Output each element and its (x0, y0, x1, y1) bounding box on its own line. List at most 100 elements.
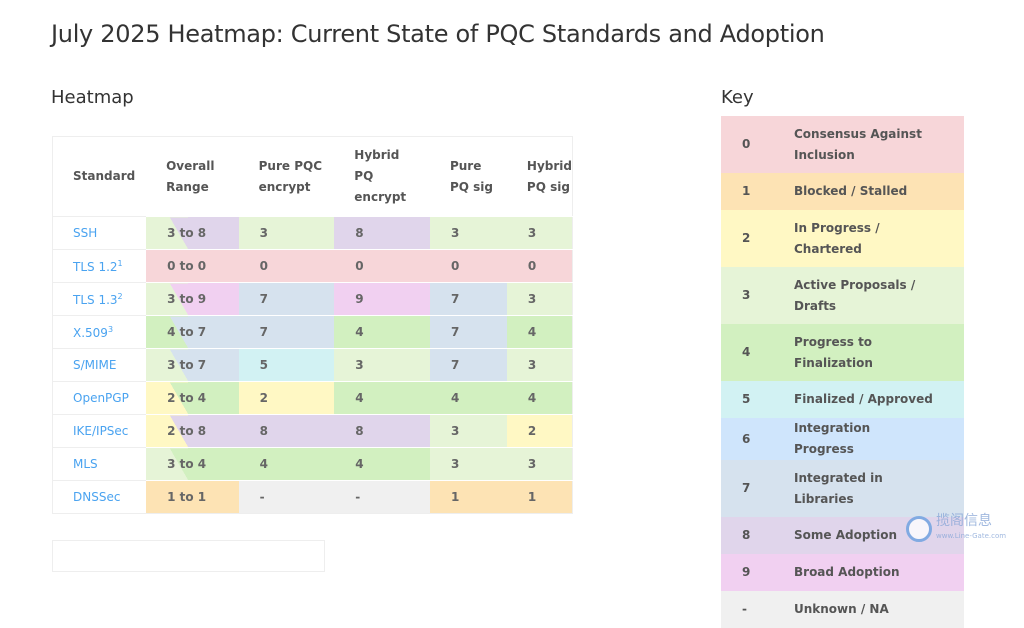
pure-pq-sig-cell: 3 (429, 414, 507, 448)
pure-pqc-encrypt-cell: 2 (238, 381, 335, 415)
standard-link[interactable]: DNSSec (52, 480, 147, 514)
hybrid-pq-sig-cell: 3 (506, 348, 573, 382)
footnotes-box (52, 540, 325, 572)
hybrid-pq-sig-cell: 0 (506, 249, 573, 283)
hybrid-pq-encrypt-cell: 9 (334, 282, 430, 316)
watermark-url: www.Line-Gate.com (936, 532, 1007, 540)
key-level: 4 (742, 345, 751, 359)
standard-name[interactable]: TLS 1.2 (73, 259, 118, 274)
key-level: 2 (742, 231, 751, 245)
hybrid-pq-sig-cell: 2 (506, 414, 573, 448)
key-level: 1 (742, 184, 751, 198)
pure-pqc-encrypt-cell: 4 (238, 447, 335, 481)
standard-link[interactable]: SSH (52, 216, 147, 250)
key-level: 3 (742, 288, 751, 302)
key-row: 5 Finalized / Approved (721, 381, 964, 418)
key-label: Unknown / NA (794, 602, 889, 616)
hybrid-pq-sig-cell: 3 (506, 216, 573, 250)
key-level: 5 (742, 392, 751, 406)
hybrid-pq-sig-cell: 3 (506, 447, 573, 481)
key-level: 7 (742, 481, 751, 495)
key-label: Consensus Against Inclusion (794, 126, 922, 162)
footnote-ref[interactable]: 2 (117, 291, 123, 301)
key-row: 9 Broad Adoption (721, 554, 964, 591)
key-level: 0 (742, 137, 751, 151)
pure-pqc-encrypt-cell: 5 (238, 348, 335, 382)
hybrid-pq-encrypt-cell: 8 (334, 414, 430, 448)
hybrid-pq-encrypt-cell: 4 (334, 447, 430, 481)
key-table: 0 Consensus Against Inclusion 1 Blocked / S… (721, 116, 964, 628)
overall-range-cell: 2 to 8 (146, 414, 239, 448)
footnote-ref[interactable]: 1 (117, 258, 123, 268)
overall-range-cell: 1 to 1 (146, 480, 239, 514)
watermark-name: 揽阁信息 (936, 513, 992, 529)
header-standard: Standard (73, 169, 136, 183)
heatmap-title: Heatmap (51, 87, 134, 108)
hybrid-pq-encrypt-cell: 0 (334, 249, 430, 283)
overall-range-cell: 3 to 9 (146, 282, 239, 316)
standard-link[interactable]: S/MIME (52, 348, 147, 382)
standard-name[interactable]: SSH (73, 226, 98, 240)
standard-name[interactable]: DNSSec (73, 490, 121, 504)
key-row: 1 Blocked / Stalled (721, 173, 964, 210)
standard-name[interactable]: TLS 1.3 (73, 292, 118, 307)
pure-pqc-encrypt-cell: 8 (238, 414, 335, 448)
key-row: 4 Progress to Finalization (721, 324, 964, 381)
header-row: Standard Overall Range Pure PQC encrypt … (53, 137, 573, 217)
standard-name[interactable]: MLS (73, 457, 98, 471)
standard-name[interactable]: S/MIME (73, 358, 117, 372)
standard-link[interactable]: MLS (52, 447, 147, 481)
hybrid-pq-encrypt-cell: 4 (334, 381, 430, 415)
pure-pq-sig-cell: 7 (429, 315, 507, 349)
standard-name[interactable]: X.509 (73, 325, 108, 340)
heatmap-table: Standard Overall Range Pure PQC encrypt … (52, 136, 573, 514)
hybrid-pq-encrypt-cell: 4 (334, 315, 430, 349)
hybrid-pq-sig-cell: 3 (506, 282, 573, 316)
key-label: Integrated in Libraries (794, 470, 883, 506)
overall-range-cell: 0 to 0 (146, 249, 239, 283)
hybrid-pq-sig-cell: 4 (506, 381, 573, 415)
pure-pq-sig-cell: 3 (429, 216, 507, 250)
hybrid-pq-encrypt-cell: 8 (334, 216, 430, 250)
key-level: 9 (742, 565, 751, 579)
overall-range-cell: 3 to 4 (146, 447, 239, 481)
overall-range-cell: 3 to 7 (146, 348, 239, 382)
standard-name[interactable]: IKE/IPSec (73, 424, 129, 438)
pure-pqc-encrypt-cell: 0 (238, 249, 335, 283)
key-row: - Unknown / NA (721, 591, 964, 628)
key-label: Broad Adoption (794, 565, 900, 579)
hybrid-pq-sig-cell: 4 (506, 315, 573, 349)
header-hybrid-pq-sig: Hybrid PQ sig (526, 158, 572, 194)
hybrid-pq-sig-cell: 1 (506, 480, 573, 514)
pure-pqc-encrypt-cell: 3 (238, 216, 335, 250)
key-label: Blocked / Stalled (794, 184, 908, 198)
pure-pqc-encrypt-cell: 7 (238, 282, 335, 316)
logo-icon (906, 516, 932, 542)
header-pure-pq-sig: Pure PQ sig (449, 158, 493, 194)
key-row: 2 In Progress / Chartered (721, 210, 964, 267)
standard-name[interactable]: OpenPGP (73, 391, 129, 405)
overall-range-cell: 3 to 8 (146, 216, 239, 250)
pure-pqc-encrypt-cell: - (238, 480, 335, 514)
pure-pq-sig-cell: 7 (429, 348, 507, 382)
standard-link[interactable]: TLS 1.21 (52, 249, 147, 283)
header-pure-pqc-encrypt: Pure PQC encrypt (258, 158, 322, 194)
standard-link[interactable]: X.5093 (52, 315, 147, 349)
pure-pq-sig-cell: 0 (429, 249, 507, 283)
key-level: - (742, 602, 747, 616)
key-label: In Progress / Chartered (794, 220, 880, 256)
standard-link[interactable]: TLS 1.32 (52, 282, 147, 316)
standard-link[interactable]: OpenPGP (52, 381, 147, 415)
key-row: 7 Integrated in Libraries (721, 460, 964, 517)
header-hybrid-pq-encrypt: Hybrid PQ encrypt (354, 148, 407, 204)
standard-link[interactable]: IKE/IPSec (52, 414, 147, 448)
key-label: Active Proposals / Drafts (794, 277, 916, 313)
footnote-ref[interactable]: 3 (107, 324, 114, 334)
pure-pq-sig-cell: 7 (429, 282, 507, 316)
